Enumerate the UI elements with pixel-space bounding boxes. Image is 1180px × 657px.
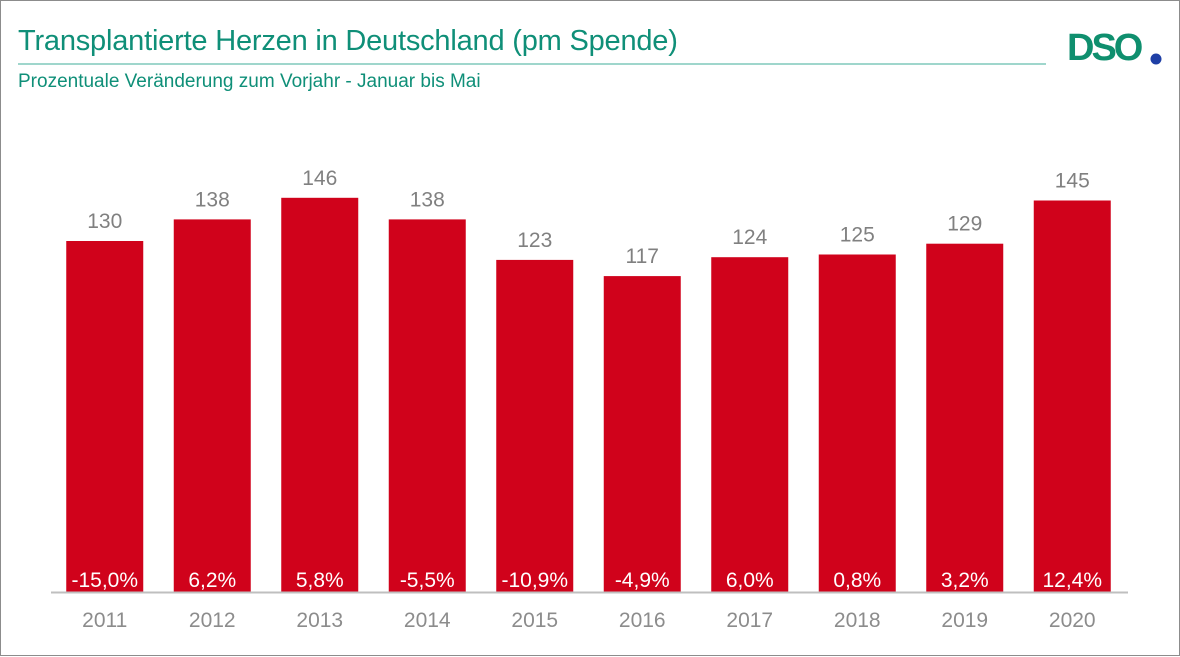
bar-2013	[281, 197, 359, 593]
bar-2011	[66, 241, 144, 592]
change-label-2017: 6,0%	[726, 569, 774, 592]
change-label-2011: -15,0%	[71, 569, 138, 592]
change-label-2015: -10,9%	[501, 569, 568, 592]
bar-2017	[711, 257, 789, 592]
x-tick-label-2014: 2014	[404, 609, 451, 632]
x-tick-label-2020: 2020	[1049, 609, 1096, 632]
value-label-2011: 130	[87, 210, 122, 233]
x-tick-label-2015: 2015	[511, 609, 558, 632]
value-label-2012: 138	[195, 188, 230, 211]
value-label-2015: 123	[517, 229, 552, 252]
change-label-2016: -4,9%	[615, 569, 670, 592]
bar-2016	[603, 276, 681, 592]
x-tick-label-2017: 2017	[726, 609, 773, 632]
x-tick-label-2016: 2016	[619, 609, 666, 632]
x-tick-label-2012: 2012	[189, 609, 236, 632]
value-label-2018: 125	[840, 224, 875, 247]
x-tick-label-2019: 2019	[941, 609, 988, 632]
change-label-2012: 6,2%	[188, 569, 236, 592]
value-label-2013: 146	[302, 167, 337, 190]
value-label-2014: 138	[410, 188, 445, 211]
value-label-2016: 117	[626, 245, 659, 268]
title-divider	[18, 63, 1046, 65]
x-tick-label-2011: 2011	[82, 609, 127, 632]
bar-2018	[818, 254, 896, 592]
chart-subtitle: Prozentuale Veränderung zum Vorjahr - Ja…	[18, 71, 481, 92]
bar-2012	[173, 219, 251, 592]
dso-logo: DSO	[1067, 27, 1162, 67]
chart-title: Transplantierte Herzen in Deutschland (p…	[18, 25, 678, 57]
x-tick-label-2013: 2013	[296, 609, 343, 632]
dso-logo-dot	[1150, 53, 1162, 65]
value-label-2017: 124	[732, 226, 767, 249]
change-label-2019: 3,2%	[941, 569, 989, 592]
value-label-2020: 145	[1055, 170, 1090, 193]
bar-2020	[1033, 200, 1111, 592]
change-label-2014: -5,5%	[400, 569, 455, 592]
change-label-2013: 5,8%	[296, 569, 344, 592]
bar-2019	[926, 243, 1004, 592]
change-label-2020: 12,4%	[1042, 569, 1102, 592]
dso-logo-text: DSO	[1067, 27, 1142, 67]
change-label-2018: 0,8%	[833, 569, 881, 592]
value-label-2019: 129	[947, 213, 982, 236]
bar-2014	[388, 219, 466, 592]
bar-2015	[496, 259, 574, 592]
x-tick-label-2018: 2018	[834, 609, 881, 632]
